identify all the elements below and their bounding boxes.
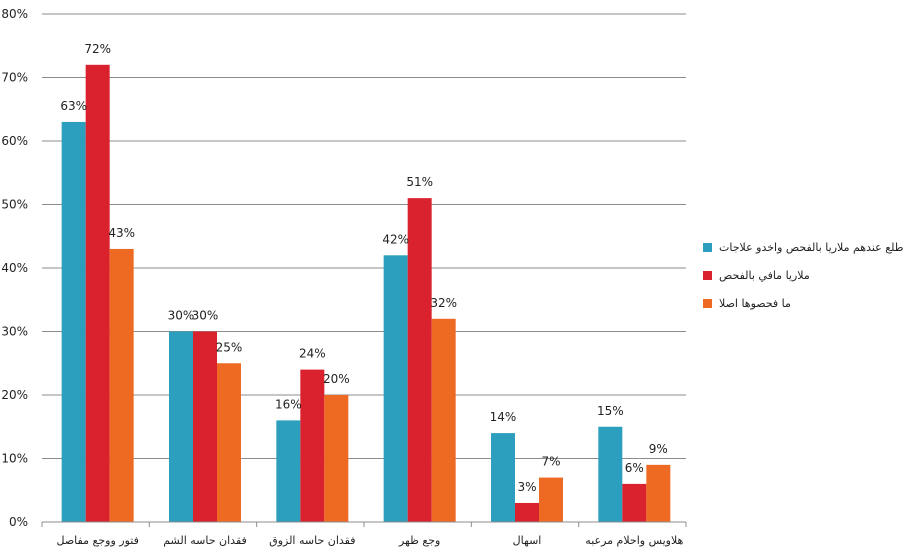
y-tick-label: 0% <box>9 515 28 529</box>
data-label: 9% <box>649 442 668 456</box>
data-label: 16% <box>275 397 302 411</box>
y-tick-label: 50% <box>1 198 28 212</box>
data-label: 20% <box>323 372 350 386</box>
x-axis <box>41 521 687 527</box>
y-tick-label: 40% <box>1 261 28 275</box>
data-labels: 63% 72% 43% 30%30% 25% 16% 24% 20% 42% 51% 32% 14% 3… <box>60 42 668 494</box>
data-label: 30% <box>192 309 219 323</box>
x-category-label: فتور ووجع مفاصل <box>57 534 139 547</box>
bar <box>539 477 563 522</box>
data-label: 7% <box>541 455 560 469</box>
bar <box>407 198 432 522</box>
y-tick-label: 60% <box>1 134 28 148</box>
x-category-label: فقدان حاسه الشم <box>163 534 247 547</box>
data-label: 24% <box>299 347 326 361</box>
bar <box>646 464 671 522</box>
data-label: 6% <box>625 461 644 475</box>
legend-label: ملاريا مافي بالفحص <box>719 269 810 282</box>
bar <box>193 331 217 522</box>
bar <box>109 248 134 522</box>
category-labels: فتور ووجع مفاصل فقدان حاسه الشم فقدان حاسه… <box>57 534 684 547</box>
data-label: 51% <box>406 175 433 189</box>
legend-label: طلع عندهم ملاريا بالفحص واخدو علاجات <box>719 241 904 254</box>
data-label: 43% <box>108 226 135 240</box>
y-tick-label: 20% <box>1 388 28 402</box>
bars <box>61 64 671 523</box>
legend-swatch <box>703 271 712 280</box>
y-tick-label: 80% <box>1 7 28 21</box>
legend-swatch <box>703 243 712 252</box>
bar <box>169 331 193 522</box>
bar <box>300 369 325 522</box>
bar <box>383 255 408 523</box>
data-label: 25% <box>216 340 243 354</box>
data-label: 14% <box>490 410 517 424</box>
data-label: 32% <box>430 296 457 310</box>
data-label: 63% <box>60 99 87 113</box>
y-tick-label: 70% <box>1 71 28 85</box>
x-category-label: وجع ظهر <box>398 534 440 547</box>
bar <box>85 64 110 523</box>
data-label: 42% <box>382 232 409 246</box>
bar <box>217 363 241 522</box>
bar <box>324 395 349 522</box>
bar <box>622 483 647 522</box>
legend: طلع عندهم ملاريا بالفحص واخدو علاجات ملار… <box>703 241 904 310</box>
y-tick-label: 30% <box>1 325 28 339</box>
legend-label: ما فحصوها اصلا <box>719 297 791 310</box>
x-category-label: فقدان حاسه الزوق <box>269 534 355 547</box>
bar <box>61 121 86 522</box>
data-label: 72% <box>84 42 111 56</box>
bar <box>276 420 301 522</box>
data-label: 3% <box>517 480 536 494</box>
bar <box>598 426 623 522</box>
bar <box>491 433 515 522</box>
y-axis-ticks: 0% 10% 20% 30% 40% 50% 60% 70% 80% <box>1 7 28 529</box>
x-category-label: اسهال <box>513 534 542 547</box>
data-label: 15% <box>597 404 624 418</box>
y-tick-label: 10% <box>1 452 28 466</box>
data-label: 30% <box>168 309 195 323</box>
x-category-label: هلاويس واحلام مرعبه <box>585 534 683 547</box>
legend-swatch <box>703 299 712 308</box>
gridlines <box>42 13 686 459</box>
bar <box>515 502 539 522</box>
bar <box>431 318 456 522</box>
